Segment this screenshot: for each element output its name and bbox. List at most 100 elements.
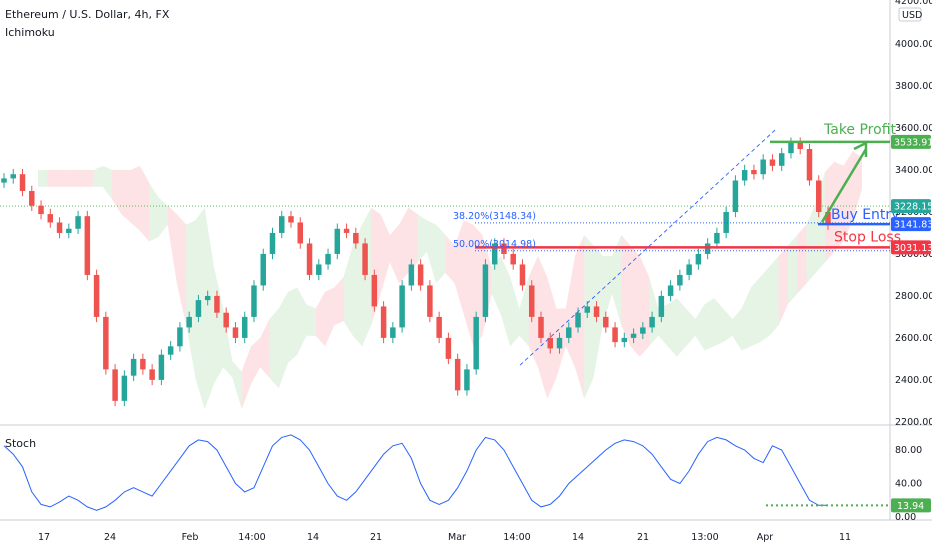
cloud-segment xyxy=(676,298,687,357)
cloud-segment xyxy=(787,235,798,305)
candle-body xyxy=(297,222,304,244)
time-tick-label: 14 xyxy=(572,532,584,543)
candle-body xyxy=(223,312,229,328)
price-tick-top: 4200.00 xyxy=(895,0,932,7)
stoch-tick-label: 0.00 xyxy=(895,512,916,523)
candle-body xyxy=(538,316,544,338)
candle-body xyxy=(408,264,415,286)
price-tick-label: 3800.00 xyxy=(895,81,932,92)
candle-body xyxy=(593,306,600,317)
stoch-line xyxy=(3,434,828,511)
price-tick-label: 2800.00 xyxy=(895,291,932,302)
cloud-segment xyxy=(389,224,400,284)
candle-body xyxy=(47,214,54,223)
cloud-segment xyxy=(695,304,705,351)
time-tick-label: Mar xyxy=(448,532,466,543)
cloud-segment xyxy=(834,161,844,252)
candle-body xyxy=(584,306,591,313)
candle-body xyxy=(204,295,211,301)
cloud-segment xyxy=(713,298,724,347)
fib-382-label: 38.20%(3148.34) xyxy=(453,211,536,222)
cloud-segment xyxy=(287,287,298,364)
cloud-segment xyxy=(732,308,742,351)
cloud-segment xyxy=(186,220,196,378)
arrow-head xyxy=(853,140,868,158)
cloud-segment xyxy=(454,220,464,315)
cloud-segment xyxy=(806,203,816,284)
cloud-segment xyxy=(250,337,261,385)
cloud-segment xyxy=(621,235,631,347)
price-tick-label: 3600.00 xyxy=(895,123,932,134)
candle-body xyxy=(519,264,526,286)
cloud-segment xyxy=(750,277,761,347)
time-tick-label: 24 xyxy=(104,532,116,543)
stop-loss-label: Stop Loss xyxy=(834,229,901,245)
candle-body xyxy=(1,178,7,183)
candle-body xyxy=(677,274,683,286)
cloud-segment xyxy=(315,291,326,347)
cloud-segment xyxy=(723,308,733,343)
candle-body xyxy=(288,216,294,223)
candle-body xyxy=(167,346,174,355)
candle-body xyxy=(112,369,118,401)
cloud-segment xyxy=(704,298,714,351)
candle-body xyxy=(362,243,368,275)
cloud-segment xyxy=(102,165,113,200)
time-tick-label: 21 xyxy=(370,532,382,543)
cloud-segment xyxy=(399,207,409,284)
candle-body xyxy=(556,337,563,349)
cloud-segment xyxy=(56,170,66,187)
price-tick-label: 3000.00 xyxy=(895,249,932,260)
candle-body xyxy=(316,264,322,275)
stoch-value-tag xyxy=(891,498,931,513)
cloud-segment xyxy=(417,214,427,263)
candle-body xyxy=(741,170,748,181)
time-tick-label: 11 xyxy=(839,532,851,543)
candle-body xyxy=(399,285,405,328)
cloud-segment xyxy=(565,256,575,368)
axes: 2200.002400.002600.002800.003000.003200.… xyxy=(38,0,932,543)
cloud-segment xyxy=(741,287,751,351)
candle-body xyxy=(649,316,655,328)
candle-body xyxy=(251,285,257,317)
candle-body xyxy=(306,243,313,275)
cloud-segment xyxy=(75,170,85,187)
candles xyxy=(1,137,831,407)
candle-body xyxy=(195,300,202,317)
candle-body xyxy=(29,190,35,206)
candle-body xyxy=(621,337,628,343)
cloud-segment xyxy=(269,308,279,389)
candle-body xyxy=(56,222,63,233)
candle-body xyxy=(547,337,553,349)
cloud-segment xyxy=(667,298,677,357)
cloud-segment xyxy=(426,220,437,284)
cloud-segment xyxy=(176,214,187,326)
candle-body xyxy=(436,316,442,338)
cloud-segment xyxy=(649,277,659,347)
cloud-segment xyxy=(93,165,103,187)
candle-body xyxy=(269,232,276,254)
cloud-segment xyxy=(130,165,140,231)
candle-body xyxy=(232,327,239,338)
cloud-segment xyxy=(325,287,335,347)
candle-body xyxy=(130,358,137,376)
candle-body xyxy=(510,253,516,265)
candle-body xyxy=(769,159,776,166)
stoch-label: Stoch xyxy=(5,437,37,450)
price-tag-label: 3533.91 xyxy=(894,137,932,148)
cloud-segment xyxy=(445,235,455,284)
price-tag xyxy=(891,240,931,255)
time-tick-label: 17 xyxy=(38,532,50,543)
candle-body xyxy=(390,327,396,338)
chart-title: Ethereum / U.S. Dollar, 4h, FX xyxy=(5,8,170,21)
candle-body xyxy=(825,211,831,225)
candle-body xyxy=(704,243,711,254)
candle-body xyxy=(714,232,720,244)
cloud-segment xyxy=(343,245,353,336)
cloud-segment xyxy=(297,287,307,355)
cloud-segment xyxy=(760,266,770,343)
price-tag xyxy=(891,217,931,232)
cloud-segment xyxy=(149,182,159,242)
cloud-segment xyxy=(278,291,288,389)
